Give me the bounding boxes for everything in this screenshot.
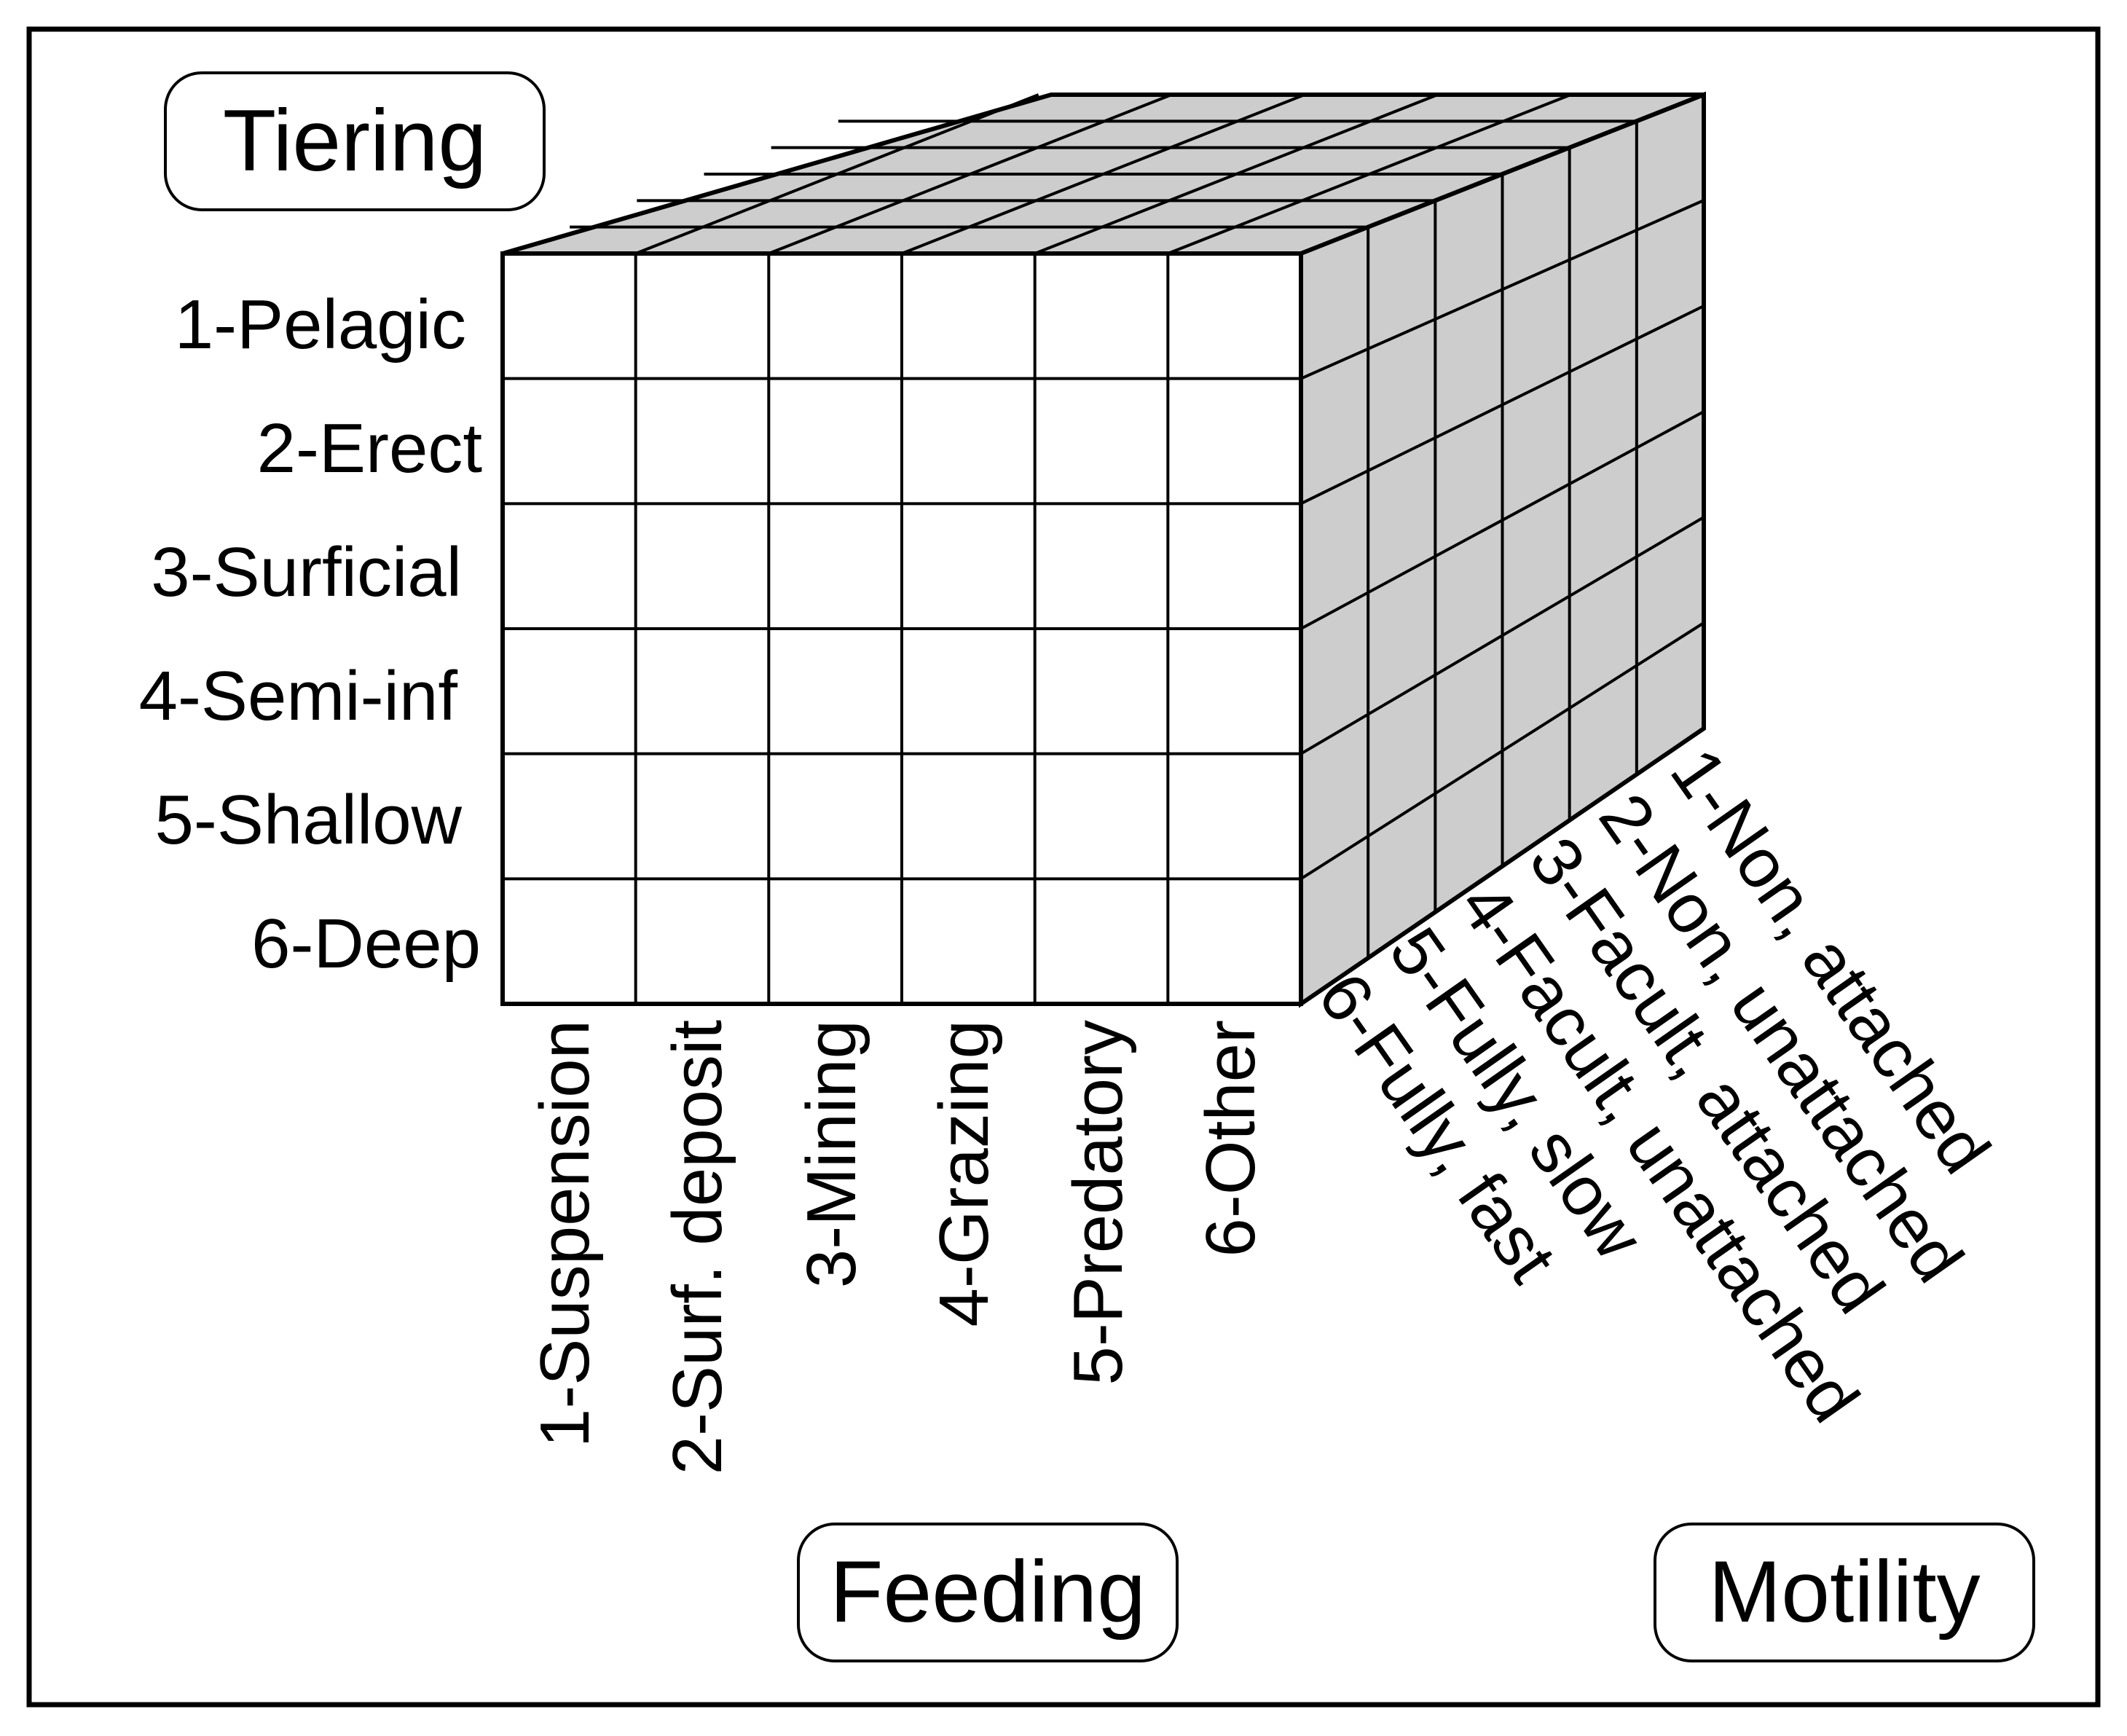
feeding-label: 2-Surf. deposit: [658, 1020, 736, 1474]
feeding-label: 5-Predatory: [1059, 1020, 1137, 1386]
motility-axis-title: Motility: [1708, 1543, 1980, 1641]
feeding-label: 3-Mining: [793, 1020, 870, 1288]
feeding-label: 6-Other: [1192, 1020, 1270, 1257]
feeding-title-frame: [797, 1523, 1179, 1662]
tiering-axis-title: Tiering: [223, 92, 487, 189]
tiering-title-box: Tiering: [164, 71, 546, 211]
tiering-labels: 1-Pelagic 2-Erect 3-Surficial 4-Semi-inf…: [139, 286, 482, 983]
tiering-label: 3-Surficial: [151, 533, 462, 611]
tiering-label: 2-Erect: [257, 409, 482, 487]
tiering-title-frame: [164, 71, 546, 211]
side-grid-row-line: [1300, 621, 1705, 881]
feeding-labels: 1-Suspension 2-Surf. deposit 3-Mining 4-…: [526, 1020, 1270, 1474]
motility-title-box: Motility: [1654, 1523, 2035, 1662]
feeding-title-box: Feeding: [797, 1523, 1179, 1662]
feeding-axis-title: Feeding: [830, 1543, 1146, 1641]
feeding-label: 1-Suspension: [526, 1020, 604, 1448]
motility-title-frame: [1654, 1523, 2035, 1662]
cube-grid-lines: [503, 93, 1705, 1004]
tiering-label: 5-Shallow: [154, 781, 462, 859]
feeding-label: 4-Grazing: [925, 1020, 1003, 1327]
tiering-label: 1-Pelagic: [175, 286, 466, 364]
tiering-label: 6-Deep: [251, 905, 481, 983]
tiering-label: 4-Semi-inf: [139, 657, 458, 735]
